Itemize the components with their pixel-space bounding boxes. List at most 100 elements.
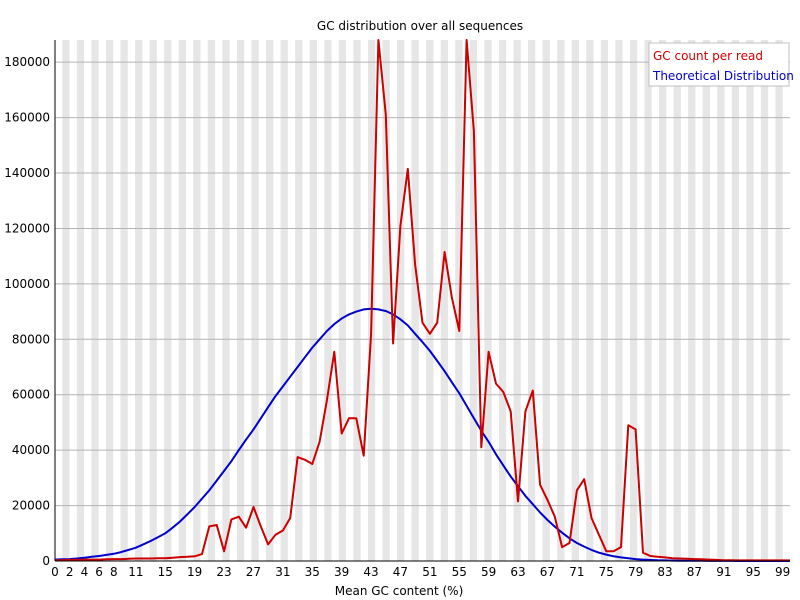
y-tick-label: 20000 [12,499,50,513]
x-tick-label: 4 [81,565,89,579]
band-21 [207,40,216,561]
band-65 [528,40,536,561]
y-tick-label: 0 [42,554,50,568]
band-37 [324,40,332,561]
band-63 [513,40,521,561]
legend-box [648,42,790,87]
band-29 [266,40,274,561]
x-tick-label: 0 [51,565,59,579]
series-layer [54,39,790,562]
legend: GC count per read Theoretical Distributi… [648,42,794,87]
band-15 [164,40,172,561]
y-tick-label: 180000 [4,55,50,69]
band-41 [353,40,361,561]
band-17 [178,40,186,561]
chart-title: GC distribution over all sequences [317,19,523,33]
x-tick-label: 51 [422,565,437,579]
y-axis-tick-labels: 0 20000 40000 60000 80000 100000 120000 140000 1… [4,55,50,568]
x-tick-label: 75 [599,565,614,579]
band-55 [455,40,463,561]
band-19 [193,40,201,561]
series-theoretical-line [54,307,790,562]
band-95 [746,40,754,561]
band-33 [295,40,303,561]
y-tick-label: 120000 [4,221,50,235]
band-79 [629,40,638,561]
y-tick-label: 40000 [12,443,50,457]
band-13 [149,40,157,561]
x-axis-tick-labels: 0 2 4 6 8 11 15 19 23 27 31 35 39 43 47 51 55 59 63 67 71 75 7… [51,565,790,579]
band-87 [688,40,696,561]
x-tick-label: 15 [158,565,173,579]
band-1 [62,40,70,561]
band-51 [426,40,434,561]
band-81 [644,40,652,561]
x-tick-label: 63 [510,565,525,579]
axes [54,40,790,562]
band-61 [498,40,507,561]
x-tick-label: 47 [393,565,408,579]
band-45 [382,40,390,561]
band-75 [600,40,609,561]
band-67 [542,40,550,561]
band-31 [280,40,288,561]
band-3 [76,40,85,561]
band-99 [775,40,783,561]
x-tick-label: 35 [305,565,320,579]
x-tick-label: 71 [569,565,584,579]
band-27 [251,40,259,561]
background-bands [62,40,783,561]
x-tick-label: 39 [334,565,349,579]
y-tick-label: 100000 [4,277,50,291]
band-5 [91,40,99,561]
x-tick-label: 23 [216,565,231,579]
x-tick-label: 43 [363,565,378,579]
band-91 [717,40,725,561]
band-25 [236,40,245,561]
band-97 [760,40,769,561]
band-11 [135,40,143,561]
x-tick-label: 2 [66,565,74,579]
x-tick-label: 99 [775,565,790,579]
x-tick-label: 67 [540,565,555,579]
y-tick-label: 60000 [12,388,50,402]
x-tick-label: 11 [128,565,143,579]
x-tick-label: 87 [687,565,702,579]
x-tick-label: 79 [628,565,643,579]
x-tick-label: 59 [481,565,496,579]
x-tick-label: 55 [452,565,467,579]
band-53 [440,40,448,561]
band-9 [120,40,128,561]
band-73 [586,40,594,561]
x-tick-label: 19 [187,565,202,579]
x-tick-label: 27 [246,565,261,579]
x-tick-label: 83 [657,565,672,579]
legend-entry-gc-count: GC count per read [653,49,763,63]
legend-entry-theoretical: Theoretical Distribution [652,69,794,83]
band-85 [673,40,681,561]
band-83 [659,40,667,561]
band-71 [571,40,579,561]
y-tick-label: 140000 [4,166,50,180]
band-69 [557,40,565,561]
y-tick-label: 160000 [4,111,50,125]
band-57 [469,40,478,561]
band-47 [397,40,405,561]
x-tick-label: 95 [746,565,761,579]
band-93 [731,40,740,561]
band-39 [338,40,347,561]
band-59 [484,40,492,561]
y-tick-label: 80000 [12,332,50,346]
x-axis-label: Mean GC content (%) [335,584,464,598]
series-gc-count-line [55,39,790,562]
band-23 [222,40,230,561]
band-89 [702,40,710,561]
x-tick-label: 91 [716,565,731,579]
x-tick-label: 8 [110,565,118,579]
band-77 [615,40,623,561]
x-tick-label: 31 [275,565,290,579]
x-tick-label: 6 [95,565,103,579]
band-7 [105,40,114,561]
band-49 [411,40,419,561]
